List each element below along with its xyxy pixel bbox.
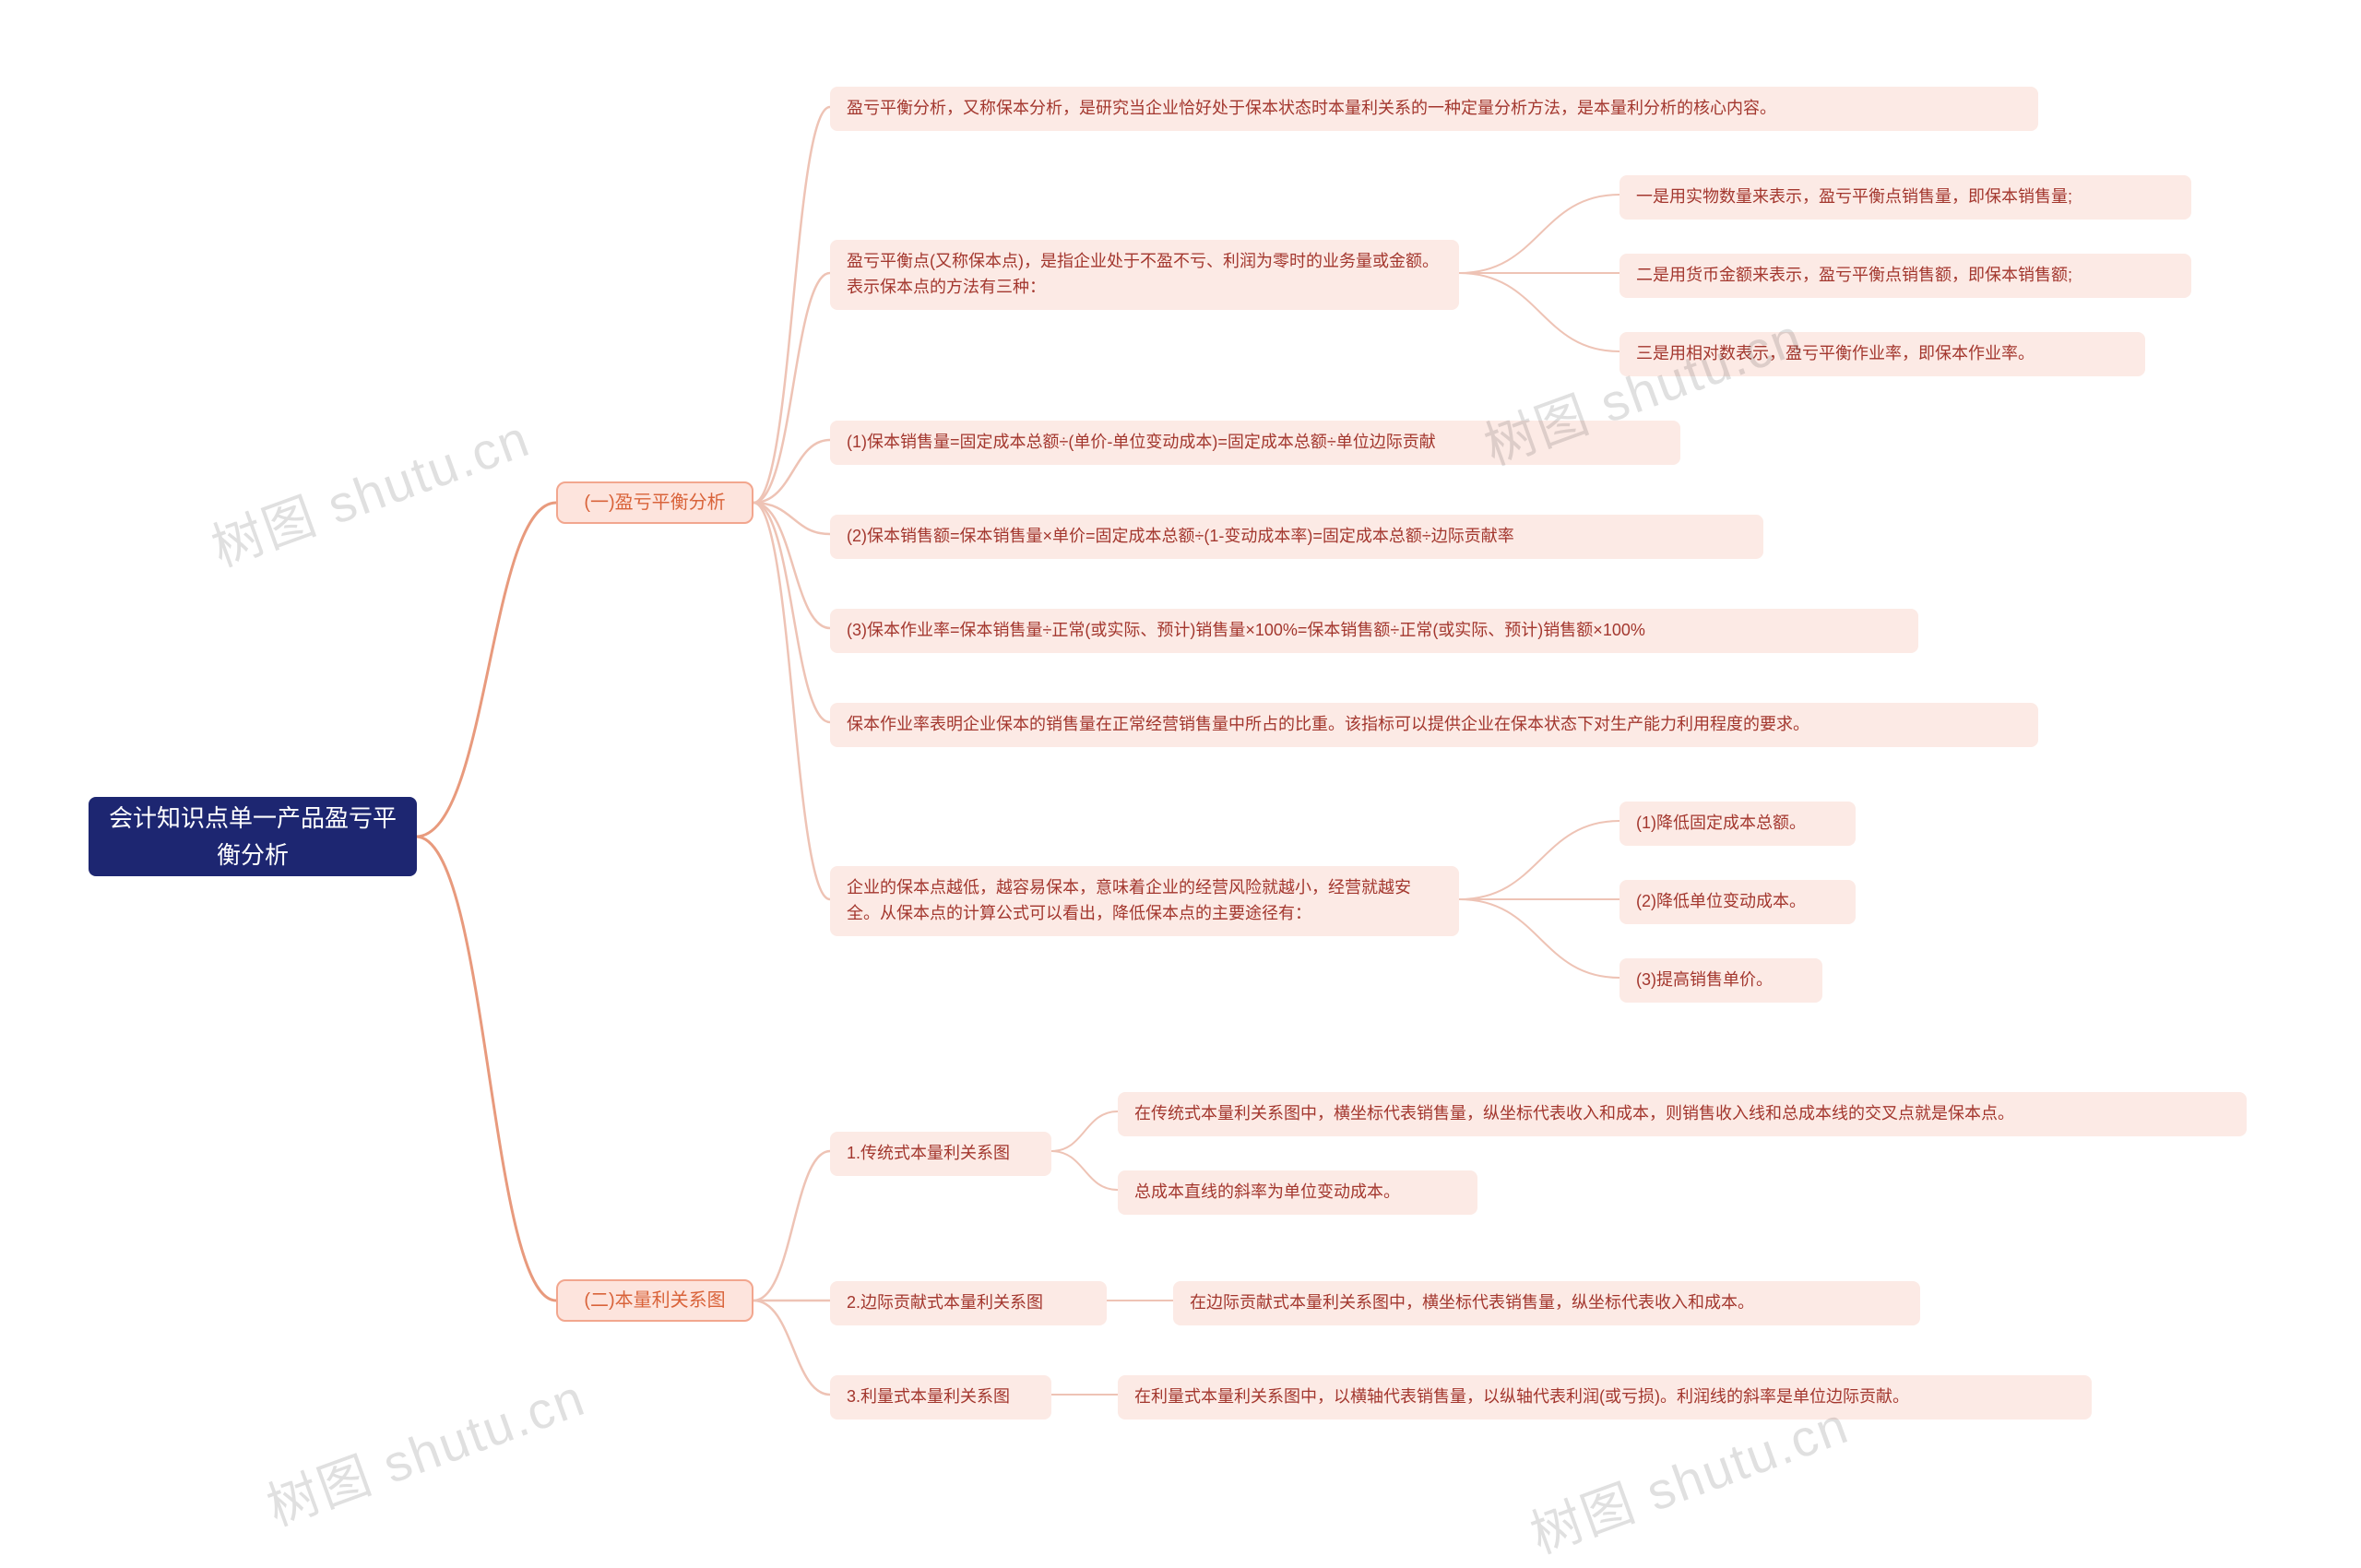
leaf-l4[interactable]: (2)保本销售额=保本销售量×单价=固定成本总额÷(1-变动成本率)=固定成本总… (830, 515, 1763, 559)
leaf-m1a[interactable]: 在传统式本量利关系图中，横坐标代表销售量，纵坐标代表收入和成本，则销售收入线和总… (1118, 1092, 2247, 1136)
leaf-m2a-text: 在边际贡献式本量利关系图中，横坐标代表销售量，纵坐标代表收入和成本。 (1190, 1290, 1754, 1316)
leaf-l2c[interactable]: 三是用相对数表示，盈亏平衡作业率，即保本作业率。 (1619, 332, 2145, 376)
leaf-m3[interactable]: 3.利量式本量利关系图 (830, 1375, 1051, 1420)
watermark: 树图 shutu.cn (255, 1357, 594, 1541)
leaf-m3-text: 3.利量式本量利关系图 (847, 1384, 1010, 1410)
branch-2-label: (二)本量利关系图 (584, 1287, 725, 1315)
leaf-l6-text: 保本作业率表明企业保本的销售量在正常经营销售量中所占的比重。该指标可以提供企业在… (847, 712, 1809, 738)
leaf-l7b[interactable]: (2)降低单位变动成本。 (1619, 880, 1856, 924)
root-node[interactable]: 会计知识点单一产品盈亏平衡分析 (89, 797, 417, 876)
leaf-l1[interactable]: 盈亏平衡分析，又称保本分析，是研究当企业恰好处于保本状态时本量利关系的一种定量分… (830, 87, 2038, 131)
leaf-l7[interactable]: 企业的保本点越低，越容易保本，意味着企业的经营风险就越小，经营就越安全。从保本点… (830, 866, 1459, 936)
leaf-m1a-text: 在传统式本量利关系图中，横坐标代表销售量，纵坐标代表收入和成本，则销售收入线和总… (1134, 1101, 2014, 1127)
leaf-l6[interactable]: 保本作业率表明企业保本的销售量在正常经营销售量中所占的比重。该指标可以提供企业在… (830, 703, 2038, 747)
leaf-m2[interactable]: 2.边际贡献式本量利关系图 (830, 1281, 1107, 1325)
leaf-l2a-text: 一是用实物数量来表示，盈亏平衡点销售量，即保本销售量; (1636, 184, 2072, 210)
branch-2[interactable]: (二)本量利关系图 (556, 1279, 753, 1322)
leaf-l7b-text: (2)降低单位变动成本。 (1636, 889, 1806, 915)
leaf-l2b-text: 二是用货币金额来表示，盈亏平衡点销售额，即保本销售额; (1636, 263, 2072, 289)
mindmap-canvas: 会计知识点单一产品盈亏平衡分析 (一)盈亏平衡分析 (二)本量利关系图 盈亏平衡… (0, 0, 2361, 1536)
leaf-m2a[interactable]: 在边际贡献式本量利关系图中，横坐标代表销售量，纵坐标代表收入和成本。 (1173, 1281, 1920, 1325)
leaf-m1[interactable]: 1.传统式本量利关系图 (830, 1132, 1051, 1176)
leaf-l2-text: 盈亏平衡点(又称保本点)，是指企业处于不盈不亏、利润为零时的业务量或金额。表示保… (847, 249, 1442, 301)
leaf-l4-text: (2)保本销售额=保本销售量×单价=固定成本总额÷(1-变动成本率)=固定成本总… (847, 524, 1514, 550)
leaf-l7a[interactable]: (1)降低固定成本总额。 (1619, 802, 1856, 846)
leaf-m1-text: 1.传统式本量利关系图 (847, 1141, 1010, 1167)
leaf-m1b-text: 总成本直线的斜率为单位变动成本。 (1134, 1180, 1400, 1206)
leaf-m2-text: 2.边际贡献式本量利关系图 (847, 1290, 1043, 1316)
leaf-l3-text: (1)保本销售量=固定成本总额÷(单价-单位变动成本)=固定成本总额÷单位边际贡… (847, 430, 1436, 456)
leaf-l7c[interactable]: (3)提高销售单价。 (1619, 958, 1822, 1003)
branch-1-label: (一)盈亏平衡分析 (584, 489, 725, 517)
root-label: 会计知识点单一产品盈亏平衡分析 (105, 800, 400, 874)
leaf-l3[interactable]: (1)保本销售量=固定成本总额÷(单价-单位变动成本)=固定成本总额÷单位边际贡… (830, 421, 1680, 465)
leaf-l7c-text: (3)提高销售单价。 (1636, 968, 1773, 993)
leaf-l5-text: (3)保本作业率=保本销售量÷正常(或实际、预计)销售量×100%=保本销售额÷… (847, 618, 1645, 644)
leaf-m1b[interactable]: 总成本直线的斜率为单位变动成本。 (1118, 1170, 1477, 1215)
leaf-l2c-text: 三是用相对数表示，盈亏平衡作业率，即保本作业率。 (1636, 341, 2035, 367)
leaf-l5[interactable]: (3)保本作业率=保本销售量÷正常(或实际、预计)销售量×100%=保本销售额÷… (830, 609, 1918, 653)
leaf-l2[interactable]: 盈亏平衡点(又称保本点)，是指企业处于不盈不亏、利润为零时的业务量或金额。表示保… (830, 240, 1459, 310)
watermark: 树图 shutu.cn (200, 398, 539, 582)
leaf-m3a-text: 在利量式本量利关系图中，以横轴代表销售量，以纵轴代表利润(或亏损)。利润线的斜率… (1134, 1384, 1909, 1410)
leaf-l7a-text: (1)降低固定成本总额。 (1636, 811, 1806, 837)
leaf-l7-text: 企业的保本点越低，越容易保本，意味着企业的经营风险就越小，经营就越安全。从保本点… (847, 875, 1442, 927)
leaf-m3a[interactable]: 在利量式本量利关系图中，以横轴代表销售量，以纵轴代表利润(或亏损)。利润线的斜率… (1118, 1375, 2092, 1420)
leaf-l2a[interactable]: 一是用实物数量来表示，盈亏平衡点销售量，即保本销售量; (1619, 175, 2191, 220)
branch-1[interactable]: (一)盈亏平衡分析 (556, 481, 753, 524)
leaf-l2b[interactable]: 二是用货币金额来表示，盈亏平衡点销售额，即保本销售额; (1619, 254, 2191, 298)
leaf-l1-text: 盈亏平衡分析，又称保本分析，是研究当企业恰好处于保本状态时本量利关系的一种定量分… (847, 96, 1776, 122)
